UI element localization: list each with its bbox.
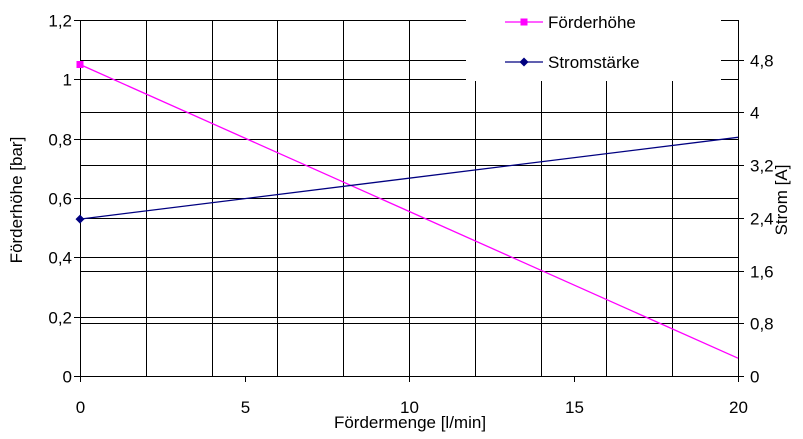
axes: 0 0,2 0,4 0,6 0,8 1 1,2 0 0,8 1,6 2,4 3,2 4 4,8 0 5 10 15… bbox=[48, 12, 773, 418]
y-left-tick-label: 1,2 bbox=[48, 12, 72, 31]
series-marker-1 bbox=[75, 214, 85, 224]
y-left-tick-label: 0,2 bbox=[48, 309, 72, 328]
x-tick-label: 10 bbox=[400, 398, 419, 417]
legend-label-1: Stromstärke bbox=[548, 53, 640, 72]
y-axis-label-right: Strom [A] bbox=[772, 165, 791, 236]
series bbox=[75, 61, 739, 359]
series-marker-0 bbox=[76, 61, 84, 68]
series-line-1 bbox=[79, 136, 739, 220]
legend-box bbox=[466, 6, 721, 81]
x-axis-label: Fördermenge [l/min] bbox=[334, 413, 486, 432]
y-left-tick-label: 0,8 bbox=[48, 131, 72, 150]
y-left-tick-label: 0,4 bbox=[48, 249, 72, 268]
legend-label-0: Förderhöhe bbox=[548, 13, 636, 32]
y-right-tick-label: 1,6 bbox=[750, 263, 774, 282]
y-axis-label-left: Förderhöhe [bar] bbox=[7, 137, 26, 264]
y-right-tick-label: 4 bbox=[750, 104, 759, 123]
y-left-tick-label: 0,6 bbox=[48, 190, 72, 209]
y-right-tick-label: 0 bbox=[750, 368, 759, 387]
y-left-tick-label: 1 bbox=[63, 71, 72, 90]
x-tick-label: 5 bbox=[241, 398, 250, 417]
legend-marker-1 bbox=[519, 57, 529, 67]
legend: Förderhöhe Stromstärke bbox=[466, 6, 721, 81]
y-right-tick-label: 3,2 bbox=[750, 157, 774, 176]
series-line-0 bbox=[79, 63, 739, 359]
x-tick-label: 20 bbox=[729, 398, 748, 417]
y-right-tick-label: 0,8 bbox=[750, 315, 774, 334]
x-tick-label: 0 bbox=[76, 398, 85, 417]
y-right-tick-label: 4,8 bbox=[750, 52, 774, 71]
x-tick-label: 15 bbox=[565, 398, 584, 417]
legend-marker-0 bbox=[520, 18, 528, 26]
y-left-tick-label: 0 bbox=[63, 368, 72, 387]
y-right-tick-label: 2,4 bbox=[750, 210, 774, 229]
